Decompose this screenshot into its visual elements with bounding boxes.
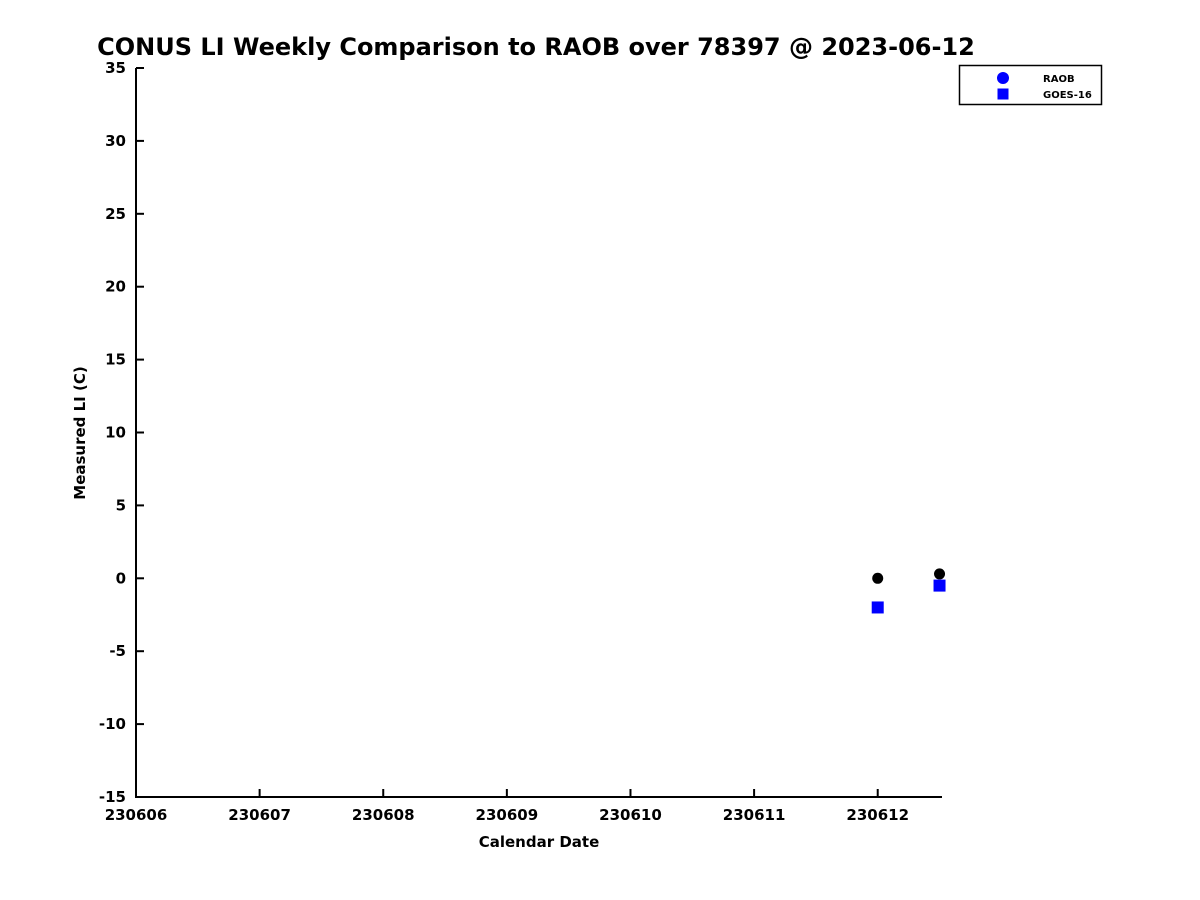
y-tick-label: -15 — [99, 788, 126, 806]
y-tick-label: -5 — [109, 642, 126, 660]
y-tick-label: 30 — [105, 132, 126, 150]
x-tick-label: 230606 — [105, 806, 168, 824]
x-tick-label: 230608 — [352, 806, 415, 824]
legend-raob-label: RAOB — [1043, 74, 1075, 85]
x-tick-label: 230612 — [846, 806, 909, 824]
x-tick-label: 230611 — [723, 806, 786, 824]
raob-data-point — [934, 568, 946, 580]
y-tick-label: 35 — [105, 59, 126, 77]
x-tick-label: 230610 — [599, 806, 662, 824]
y-tick-label: 15 — [105, 351, 126, 369]
plot-area: -15 -10 -5 0 5 10 15 20 25 30 35 230606 230607 230608… — [99, 59, 946, 824]
y-tick-label: -10 — [99, 715, 126, 733]
legend: RAOB GOES-16 — [958, 64, 1103, 106]
legend-raob-marker-icon — [997, 72, 1009, 84]
x-tick-label: 230609 — [476, 806, 539, 824]
y-tick-label: 20 — [105, 278, 126, 296]
y-tick-label: 0 — [116, 569, 126, 587]
y-tick-label: 10 — [105, 424, 126, 442]
legend-goes16-label: GOES-16 — [1043, 90, 1092, 101]
y-axis-label: Measured LI (C) — [71, 366, 89, 499]
legend-box — [958, 64, 1103, 106]
chart-title: CONUS LI Weekly Comparison to RAOB over … — [97, 33, 975, 61]
x-tick-label: 230607 — [228, 806, 291, 824]
x-axis-label: Calendar Date — [479, 833, 600, 851]
y-tick-label: 5 — [116, 496, 126, 514]
goes16-data-point — [871, 601, 884, 614]
raob-data-point — [872, 572, 884, 584]
goes16-data-point — [933, 579, 946, 592]
y-tick-label: 25 — [105, 205, 126, 223]
legend-goes16-marker-icon — [997, 88, 1009, 100]
